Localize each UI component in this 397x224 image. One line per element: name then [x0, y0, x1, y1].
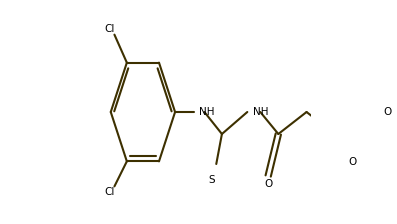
Text: NH: NH — [253, 107, 268, 117]
Text: O: O — [349, 157, 357, 167]
Text: S: S — [208, 175, 215, 185]
Text: Cl: Cl — [105, 187, 115, 197]
Text: NH: NH — [199, 107, 215, 117]
Text: Cl: Cl — [105, 24, 115, 34]
Text: O: O — [384, 107, 392, 117]
Text: O: O — [264, 179, 272, 189]
